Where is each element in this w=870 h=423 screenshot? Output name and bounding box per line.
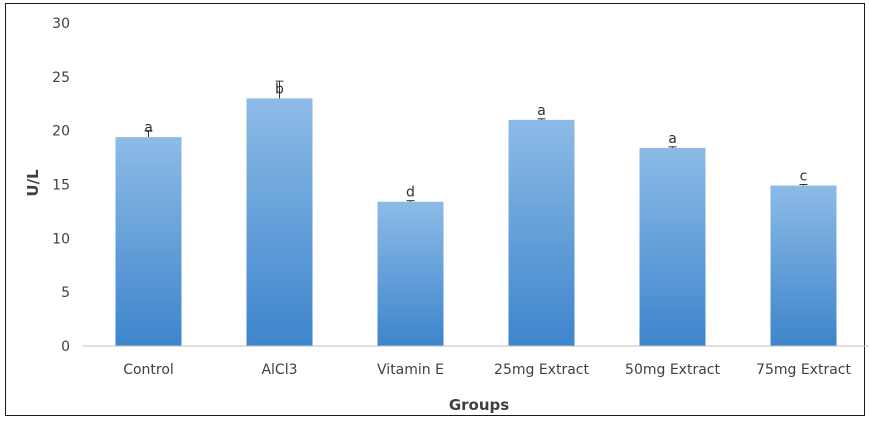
y-tick-label: 20 [52, 124, 70, 140]
error-bars [144, 80, 808, 202]
y-tick-label: 5 [61, 285, 70, 301]
y-axis-title: U/L [24, 169, 42, 197]
y-tick-label: 0 [61, 339, 70, 355]
significance-label: b [275, 81, 284, 97]
y-tick-label: 10 [52, 231, 70, 247]
bar [115, 137, 182, 346]
bar [377, 201, 444, 346]
x-tick-label: 25mg Extract [494, 362, 589, 378]
x-tick-label: 75mg Extract [756, 362, 851, 378]
x-tick-label: AlCl3 [261, 362, 297, 378]
significance-labels: a b d a a c [144, 81, 807, 200]
y-tick-label: 15 [52, 178, 70, 194]
x-axis-title: Groups [449, 396, 509, 414]
x-tick-label: Control [123, 362, 174, 378]
bars [115, 98, 837, 347]
x-tick-label: 50mg Extract [625, 362, 720, 378]
significance-label: d [406, 185, 415, 201]
bar [639, 147, 706, 346]
y-tick-label: 25 [52, 70, 70, 86]
significance-label: c [800, 169, 808, 185]
significance-label: a [144, 120, 153, 136]
significance-label: a [668, 131, 677, 147]
y-tick-label: 30 [52, 16, 70, 32]
significance-label: a [537, 103, 546, 119]
bar [508, 119, 575, 347]
x-tick-label: Vitamin E [377, 362, 444, 378]
x-axis: Control AlCl3 Vitamin E 25mg Extract 50mg Ex… [123, 362, 851, 378]
bar [246, 98, 313, 346]
y-axis: 0 5 10 15 20 25 30 [52, 16, 70, 355]
bar [770, 185, 837, 346]
